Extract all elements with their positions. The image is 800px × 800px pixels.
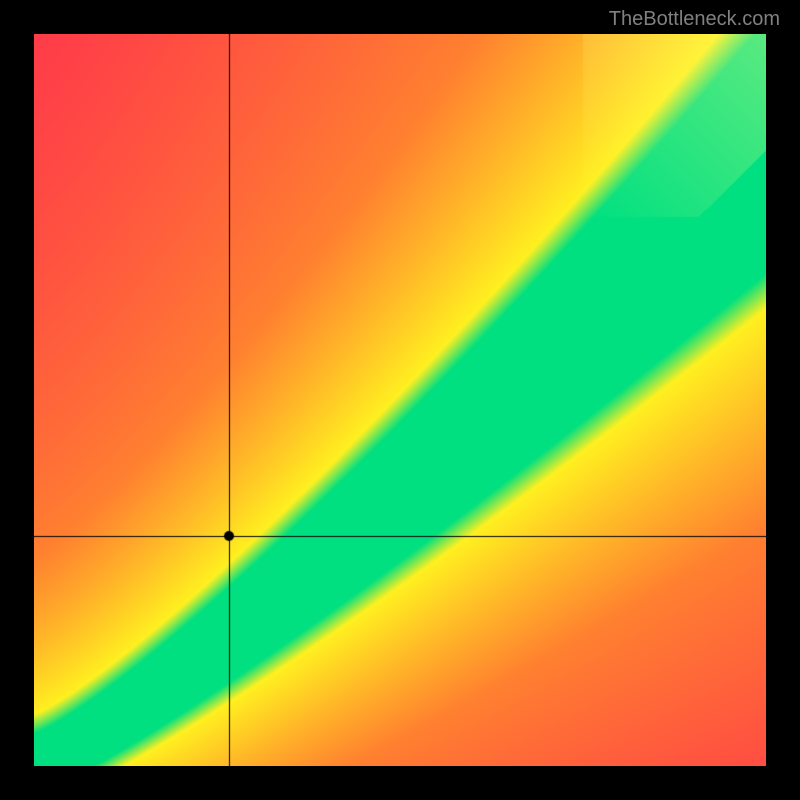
- attribution-text: TheBottleneck.com: [609, 8, 780, 31]
- heatmap-chart: [34, 34, 766, 766]
- heatmap-canvas: [34, 34, 766, 766]
